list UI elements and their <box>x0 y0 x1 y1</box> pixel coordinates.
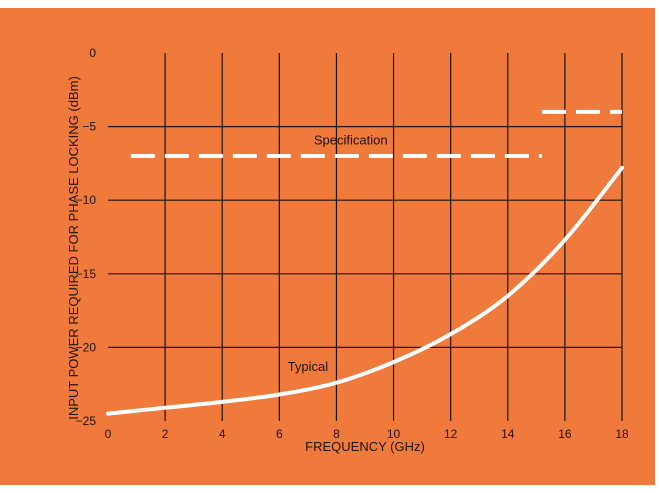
typical-label: Typical <box>288 359 329 374</box>
x-tick-label: 16 <box>558 427 572 441</box>
x-tick-label: 4 <box>219 427 226 441</box>
x-axis-label: FREQUENCY (GHz) <box>305 439 425 454</box>
x-tick-label: 8 <box>333 427 340 441</box>
y-tick-label: −25 <box>76 414 97 428</box>
specification-label: Specification <box>314 132 388 147</box>
y-tick-label: 0 <box>89 46 96 60</box>
typical-curve <box>106 165 624 416</box>
x-tick-label: 2 <box>162 427 169 441</box>
x-tick-label: 0 <box>105 427 112 441</box>
grid <box>108 53 623 421</box>
x-tick-label: 14 <box>501 427 515 441</box>
y-tick-label: −10 <box>76 193 97 207</box>
y-tick-label: −5 <box>82 120 96 134</box>
x-tick-label: 12 <box>444 427 458 441</box>
series <box>106 109 624 416</box>
x-tick-label: 18 <box>615 427 629 441</box>
y-tick-label: −20 <box>76 340 97 354</box>
y-tick-label: −15 <box>76 267 97 281</box>
x-tick-label: 10 <box>387 427 401 441</box>
y-axis-label: INPUT POWER REQUIRED FOR PHASE LOCKING (… <box>66 76 81 420</box>
x-tick-label: 6 <box>276 427 283 441</box>
chart-panel <box>0 8 655 485</box>
tick-labels: 0 2 4 6 8 10 12 14 16 18 0 −5 −10 −15 −20 −25 <box>76 46 629 441</box>
annotations: Specification Typical <box>288 132 388 374</box>
